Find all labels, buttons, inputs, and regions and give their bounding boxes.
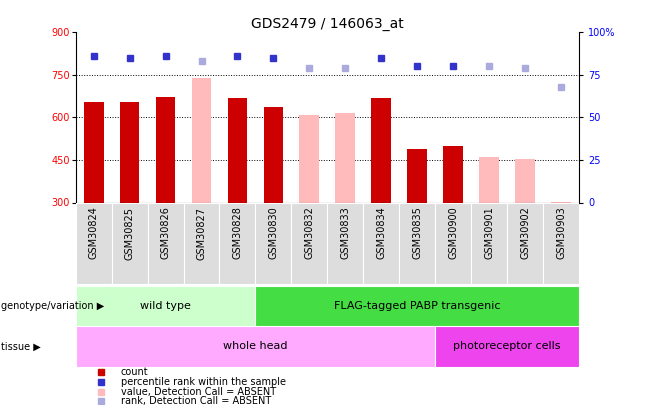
Text: GSM30825: GSM30825	[124, 207, 135, 260]
Bar	[291, 202, 327, 284]
Bar	[255, 202, 291, 284]
Bar	[255, 286, 579, 326]
Bar	[543, 202, 579, 284]
Text: percentile rank within the sample: percentile rank within the sample	[121, 377, 286, 387]
Bar	[299, 115, 319, 202]
Bar	[264, 107, 284, 202]
Text: GSM30903: GSM30903	[556, 207, 566, 259]
Bar	[515, 160, 535, 202]
Text: GSM30827: GSM30827	[197, 207, 207, 260]
Bar	[84, 102, 103, 202]
Bar	[507, 202, 543, 284]
Bar	[327, 202, 363, 284]
Bar	[435, 202, 471, 284]
Text: GSM30826: GSM30826	[161, 207, 170, 260]
Text: FLAG-tagged PABP transgenic: FLAG-tagged PABP transgenic	[334, 301, 501, 311]
Bar	[156, 97, 176, 202]
Bar	[220, 202, 255, 284]
Bar	[336, 113, 355, 202]
Text: GSM30833: GSM30833	[340, 207, 350, 259]
Bar	[228, 98, 247, 202]
Text: wild type: wild type	[140, 301, 191, 311]
Bar	[184, 202, 220, 284]
Text: GSM30835: GSM30835	[413, 207, 422, 260]
Bar	[120, 102, 139, 202]
Text: GSM30830: GSM30830	[268, 207, 278, 259]
Bar	[363, 202, 399, 284]
Bar	[443, 146, 463, 202]
Bar	[112, 202, 147, 284]
Text: tissue ▶: tissue ▶	[1, 341, 41, 351]
Text: GSM30828: GSM30828	[232, 207, 242, 260]
Title: GDS2479 / 146063_at: GDS2479 / 146063_at	[251, 17, 404, 31]
Text: GSM30900: GSM30900	[448, 207, 458, 259]
Text: photoreceptor cells: photoreceptor cells	[453, 341, 561, 351]
Bar	[76, 202, 112, 284]
Text: value, Detection Call = ABSENT: value, Detection Call = ABSENT	[121, 386, 276, 396]
Bar	[407, 149, 427, 202]
Text: whole head: whole head	[223, 341, 288, 351]
Text: GSM30824: GSM30824	[89, 207, 99, 260]
Text: GSM30832: GSM30832	[305, 207, 315, 260]
Bar	[191, 78, 211, 202]
Text: count: count	[121, 367, 149, 377]
Text: genotype/variation ▶: genotype/variation ▶	[1, 301, 105, 311]
Bar	[435, 326, 579, 367]
Bar	[471, 202, 507, 284]
Bar	[76, 326, 435, 367]
Bar	[399, 202, 435, 284]
Bar	[479, 157, 499, 202]
Bar	[147, 202, 184, 284]
Text: GSM30834: GSM30834	[376, 207, 386, 259]
Text: GSM30901: GSM30901	[484, 207, 494, 259]
Text: rank, Detection Call = ABSENT: rank, Detection Call = ABSENT	[121, 396, 271, 405]
Bar	[76, 286, 255, 326]
Bar	[371, 98, 391, 202]
Text: GSM30902: GSM30902	[520, 207, 530, 260]
